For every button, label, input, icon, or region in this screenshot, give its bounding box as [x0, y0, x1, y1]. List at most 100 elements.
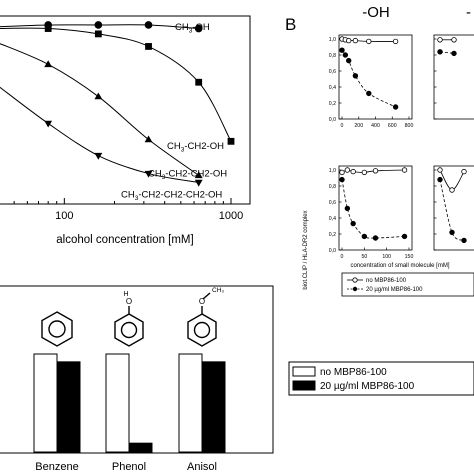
y-tick-label: 0,0: [329, 248, 336, 254]
data-point-ch3-ch2-ch2-oh: [44, 60, 53, 68]
open-data-point: [437, 37, 443, 43]
bar-anisol-no-mbp86-100: [178, 353, 203, 453]
x-tick-label: 0: [341, 254, 344, 260]
filled-data-point: [352, 73, 359, 79]
header-label-oh: -OH: [362, 4, 390, 21]
data-point-ch3-ch2-oh: [145, 43, 152, 50]
x-tick-label: 1000: [219, 210, 243, 222]
panel-b-legend-label-0: no MBP86-100: [366, 278, 407, 284]
x-tick-label: 0: [341, 123, 344, 129]
y-tick-label: 0,4: [329, 85, 336, 91]
y-tick-label: 0,6: [329, 200, 336, 206]
series-label-ch3-oh: CH3-OH: [175, 22, 210, 35]
filled-data-point: [350, 220, 356, 227]
open-data-point: [372, 168, 379, 174]
legend-filled-circle-marker: [352, 286, 358, 292]
phenol-o-label: O: [126, 297, 132, 306]
bar-plot-frame: [0, 285, 274, 454]
bar-legend: no MBP86-100 20 µg/ml MBP86-100: [288, 361, 474, 396]
open-data-point: [461, 168, 467, 175]
open-data-point: [361, 169, 368, 176]
subplot-frame-bottom-left: [338, 165, 413, 251]
data-point-ch3-ch2-ch2-oh: [144, 135, 153, 143]
y-tick-label: 1,0: [329, 168, 336, 174]
y-tick-label: 0,6: [329, 69, 336, 75]
filled-data-point: [461, 237, 467, 244]
phenol-h-label: H: [123, 291, 128, 298]
panel-b-legend: no MBP86-100 20 µg/ml MBP86-100: [341, 272, 474, 297]
open-data-point: [437, 167, 443, 173]
anisol-ch3-label: CH₃: [212, 287, 224, 294]
subplot-frame-bottom-right-partial: [433, 165, 474, 251]
y-tick-label: 1,0: [329, 37, 336, 43]
y-tick-label: 0,2: [329, 101, 336, 107]
anisol-structure-icon: [187, 292, 217, 347]
legend-swatch-no-mbp: [292, 366, 316, 377]
x-axis-label: alcohol concentration [mM]: [56, 234, 193, 246]
data-point-ch3-ch2-oh: [227, 137, 235, 145]
x-tick-label: 100: [382, 254, 391, 260]
filled-data-point: [401, 233, 408, 240]
y-tick-label: 0,8: [329, 53, 336, 59]
filled-data-point: [344, 205, 351, 212]
open-data-point: [350, 168, 356, 175]
data-point-ch3-ch2-ch2-ch2-oh: [44, 120, 53, 128]
data-point-ch3-ch2-ch2-oh: [94, 92, 103, 100]
category-label-benzene: Benzene: [35, 461, 78, 473]
x-tick-label: 400: [371, 123, 380, 129]
y-tick-label: 0,2: [329, 232, 336, 238]
x-tick-label: 100: [55, 210, 73, 222]
bar-benzene-20-g-ml-mbp86-100: [56, 361, 81, 453]
series-line-20-g-ml-mbp86-100: [341, 179, 405, 239]
legend-swatch-20ug-mbp: [292, 380, 316, 391]
data-point-ch3-ch2-ch2-ch2-oh: [194, 179, 203, 187]
filled-data-point: [437, 176, 443, 183]
panel-b-y-axis-label: biot.CLIP / HLA-DR2 complex: [303, 210, 309, 289]
bar-anisol-20-g-ml-mbp86-100: [201, 361, 226, 453]
legend-label-20ug-mbp: 20 µg/ml MBP86-100: [320, 381, 415, 392]
category-label-anisol: Anisol: [187, 461, 217, 473]
benzene-bar-chart: O H O CH₃ Benzene Phenol Anisol no MBP86…: [0, 285, 474, 473]
y-tick-label: 0,0: [329, 117, 336, 123]
x-tick-label: 600: [388, 123, 397, 129]
panel-b-x-axis-label: concentration of small molecule [mM]: [350, 263, 449, 269]
panel-b: B -OH - biot.CLIP / HLA-DR2 complex conc…: [285, 4, 474, 297]
category-label-phenol: Phenol: [112, 461, 146, 473]
data-point-ch3-ch2-oh: [44, 25, 52, 32]
series-label-ch3-ch2-ch2-ch2-oh: CH3-CH2-CH2-CH2-OH: [121, 189, 222, 202]
legend-frame: [288, 361, 474, 396]
bar-phenol-no-mbp86-100: [105, 353, 130, 453]
phenol-structure-icon: [114, 306, 144, 347]
y-tick-label: 0,8: [329, 184, 336, 190]
open-data-point: [352, 37, 359, 44]
alcohol-concentration-chart: 100 1000 CH3-OH CH3-CH2-OH CH3-CH2-CH2-OH CH3…: [0, 15, 251, 246]
filled-data-point: [346, 57, 352, 64]
legend-label-no-mbp: no MBP86-100: [320, 367, 387, 378]
open-data-point: [344, 167, 351, 173]
series-line-no-mbp86-100: [439, 169, 465, 191]
x-tick-label: 200: [354, 123, 363, 129]
filled-data-point: [392, 104, 399, 110]
data-point-ch3-ch2-ch2-oh: [194, 171, 203, 179]
filled-data-point: [451, 50, 457, 57]
x-tick-label: 800: [405, 123, 414, 129]
open-data-point: [451, 37, 457, 43]
data-point-ch3-ch2-oh: [94, 30, 102, 38]
data-point-ch3-ch2-oh: [195, 78, 203, 86]
panel-b-legend-frame: [341, 272, 474, 297]
filled-data-point: [372, 235, 379, 241]
open-data-point: [346, 37, 352, 44]
open-data-point: [449, 187, 455, 193]
filled-data-point: [437, 49, 443, 55]
x-tick-label: 50: [361, 254, 367, 260]
filled-data-point: [339, 176, 345, 183]
data-point-ch3-oh: [144, 21, 153, 29]
series-label-ch3-ch2-ch2-oh: CH3-CH2-CH2-OH: [148, 169, 227, 182]
data-point-ch3-ch2-ch2-ch2-oh: [94, 152, 103, 160]
open-data-point: [392, 38, 399, 45]
open-data-point: [339, 169, 345, 176]
bar-phenol-20-g-ml-mbp86-100: [128, 442, 153, 453]
x-tick-label: 150: [405, 254, 414, 260]
open-data-point: [401, 167, 408, 173]
